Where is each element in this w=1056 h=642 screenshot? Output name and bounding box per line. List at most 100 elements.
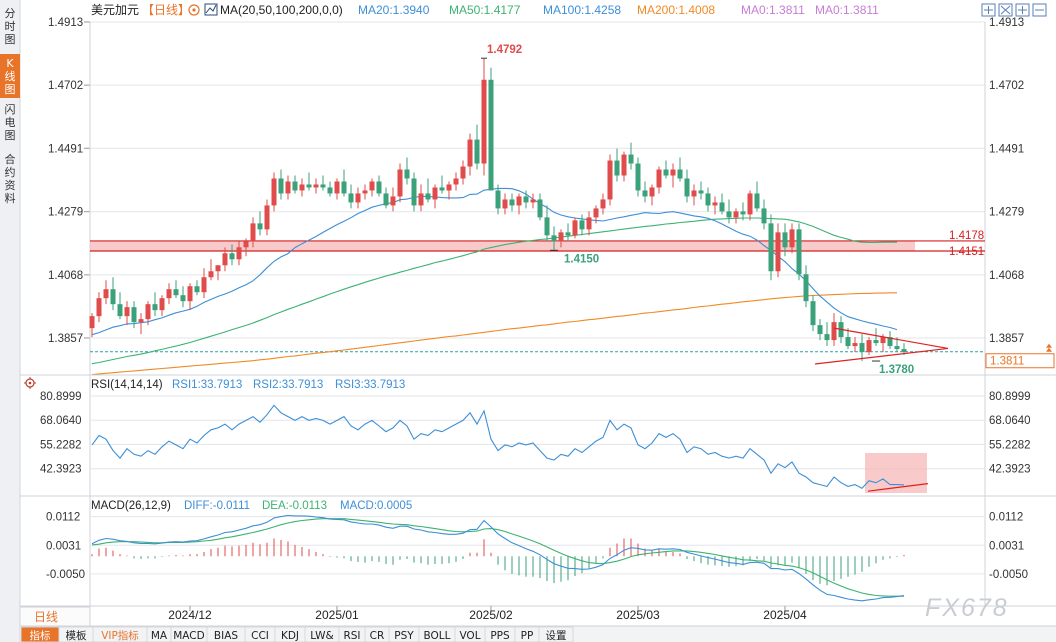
side-tab-0[interactable]: 分时图	[5, 7, 16, 46]
price-annotations: 1.4792 1.4150 1.3780 1.4178 1.4151 1.3811	[481, 44, 1055, 376]
ma-params: MA(20,50,100,200,0,0)	[220, 3, 343, 17]
candle	[481, 58, 487, 176]
candle	[621, 151, 627, 182]
expand-icon[interactable]	[998, 3, 1013, 17]
candle	[327, 181, 333, 197]
macd-tick-right: 0.0112	[989, 512, 1023, 524]
level-label-lower: 1.4151	[949, 246, 984, 258]
candle	[845, 328, 851, 350]
candle	[586, 211, 592, 236]
price-arrow-icon	[1046, 343, 1052, 348]
zoom-out-icon[interactable]	[1032, 3, 1047, 17]
period-tag[interactable]: 【日线】	[142, 3, 190, 17]
rsi-trend-line	[867, 483, 929, 492]
candle	[355, 187, 361, 209]
rsi-panel-icon[interactable]	[24, 377, 36, 389]
bottom-tab-11[interactable]: PSY	[388, 626, 420, 642]
candle	[257, 211, 263, 236]
candle	[691, 184, 697, 206]
bottom-tab-13[interactable]: VOL	[454, 626, 486, 642]
zoom-in-icon[interactable]	[1015, 3, 1030, 17]
macd-tick-right: -0.0050	[989, 569, 1028, 581]
bottom-tab-14[interactable]: PPS	[484, 626, 516, 642]
macd-dea-line	[91, 518, 904, 597]
candle	[502, 193, 508, 215]
side-tab-1[interactable]: K线图	[0, 54, 20, 98]
candle	[369, 178, 375, 197]
candle	[831, 313, 837, 347]
candle	[782, 223, 788, 257]
rsi2-value: RSI2:33.7913	[253, 379, 323, 391]
candle	[334, 178, 340, 200]
time-tick-label: 2024/12	[168, 608, 212, 622]
bottom-tab-4[interactable]: MACD	[170, 626, 208, 642]
candle	[803, 265, 809, 308]
price-tick-left: 1.4068	[48, 270, 83, 282]
side-tab-label: 线	[5, 69, 16, 83]
candle	[341, 169, 347, 197]
candle	[285, 175, 291, 200]
bottom-tab-9[interactable]: RSI	[338, 626, 366, 642]
bottom-tab-6[interactable]: CCI	[244, 626, 276, 642]
bottom-tab-8[interactable]: LW&	[304, 626, 340, 642]
bottom-tab-label: BOLL	[424, 630, 451, 642]
bottom-tab-7[interactable]: KDJ	[274, 626, 306, 642]
chart-type-icon[interactable]	[204, 3, 218, 16]
candle	[523, 190, 529, 209]
candlestick-series	[89, 58, 907, 362]
bottom-tab-3[interactable]: MA	[146, 626, 172, 642]
bottom-tab-0[interactable]: 指标	[20, 626, 60, 642]
candle	[887, 331, 893, 350]
chart-header: 美元加元 【日线】 MA(20,50,100,200,0,0) MA20:1.3…	[91, 3, 879, 17]
rsi-tick-right: 68.0640	[989, 415, 1031, 427]
rsi-line	[91, 404, 905, 489]
bottom-tab-label: RSI	[343, 630, 360, 642]
macd-diff-value: DIFF:-0.0111	[184, 500, 250, 512]
candle	[726, 199, 732, 224]
side-tab-label: 闪	[5, 102, 16, 116]
candle	[733, 208, 739, 224]
bottom-tab-label: 设置	[546, 630, 567, 642]
bottom-tab-label: KDJ	[281, 630, 299, 642]
settings-icon[interactable]	[188, 4, 200, 16]
bottom-tab-15[interactable]: PP	[514, 626, 540, 642]
bottom-tab-1[interactable]: 模板	[58, 626, 94, 642]
bottom-tab-12[interactable]: BOLL	[418, 626, 456, 642]
candle	[544, 205, 550, 242]
side-tab-2[interactable]: 闪电图	[5, 102, 16, 142]
time-tick-label: 2025/01	[315, 608, 359, 622]
candle	[516, 193, 522, 215]
macd-tick-right: 0.0031	[989, 540, 1024, 552]
ma-value-3: MA200:1.4008	[637, 3, 715, 17]
period-label[interactable]: 日线	[34, 610, 58, 624]
bottom-tab-10[interactable]: CR	[364, 626, 390, 642]
crosshair-icon[interactable]	[981, 3, 996, 17]
current-price-box	[985, 353, 1055, 369]
candle	[558, 229, 564, 248]
candle	[719, 193, 725, 215]
candle	[425, 178, 431, 203]
bottom-tab-2[interactable]: VIP指标	[92, 626, 148, 642]
indicator-tab-bar: 指标 模板 VIP指标 MA MACD BIAS CCI KDJ LW& RSI CR PSY BOLL…	[20, 625, 1056, 642]
candle	[173, 280, 179, 299]
bottom-tab-5[interactable]: BIAS	[206, 626, 246, 642]
watermark-logo: FX678	[925, 594, 1009, 622]
price-tick-right: 1.4491	[989, 143, 1024, 155]
price-tick-right: 1.4068	[989, 270, 1024, 282]
candle	[565, 223, 571, 242]
side-tab-label: 料	[5, 191, 16, 205]
bottom-tab-16[interactable]: 设置	[538, 626, 574, 642]
candle	[628, 142, 634, 170]
candle	[138, 313, 144, 335]
bottom-tab-label: 模板	[66, 629, 87, 642]
candle	[383, 187, 389, 209]
candle	[110, 277, 116, 311]
candle	[642, 181, 648, 203]
candle	[705, 187, 711, 212]
candle	[824, 322, 830, 347]
candle	[593, 205, 599, 224]
candle	[236, 241, 242, 266]
bottom-tab-label: BIAS	[214, 630, 238, 642]
